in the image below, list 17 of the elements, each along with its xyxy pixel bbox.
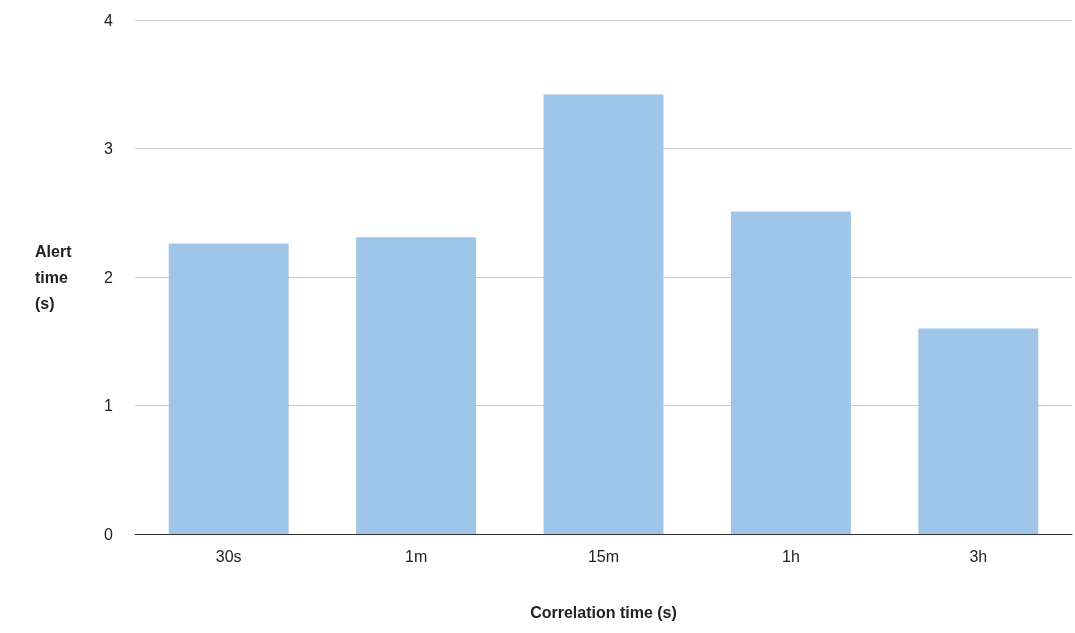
bar xyxy=(168,243,289,534)
y-tick-label: 4 xyxy=(104,11,114,29)
bar xyxy=(918,328,1039,534)
x-axis-title: Correlation time (s) xyxy=(530,603,677,621)
y-tick-label: 1 xyxy=(104,397,114,414)
y-tick-label: 0 xyxy=(104,525,114,543)
bar xyxy=(356,237,477,534)
bar xyxy=(730,211,851,534)
y-tick-label: 3 xyxy=(104,140,114,157)
y-axis-title: Alert time (s) xyxy=(35,242,73,312)
x-tick-label: 15m xyxy=(587,547,620,565)
x-tick-label: 1m xyxy=(404,547,428,565)
x-tick-label: 1h xyxy=(782,547,800,565)
x-tick-label: 3h xyxy=(969,547,988,565)
y-tick-label: 2 xyxy=(104,268,114,286)
x-tick-label: 30s xyxy=(215,547,242,565)
bar xyxy=(543,94,664,534)
